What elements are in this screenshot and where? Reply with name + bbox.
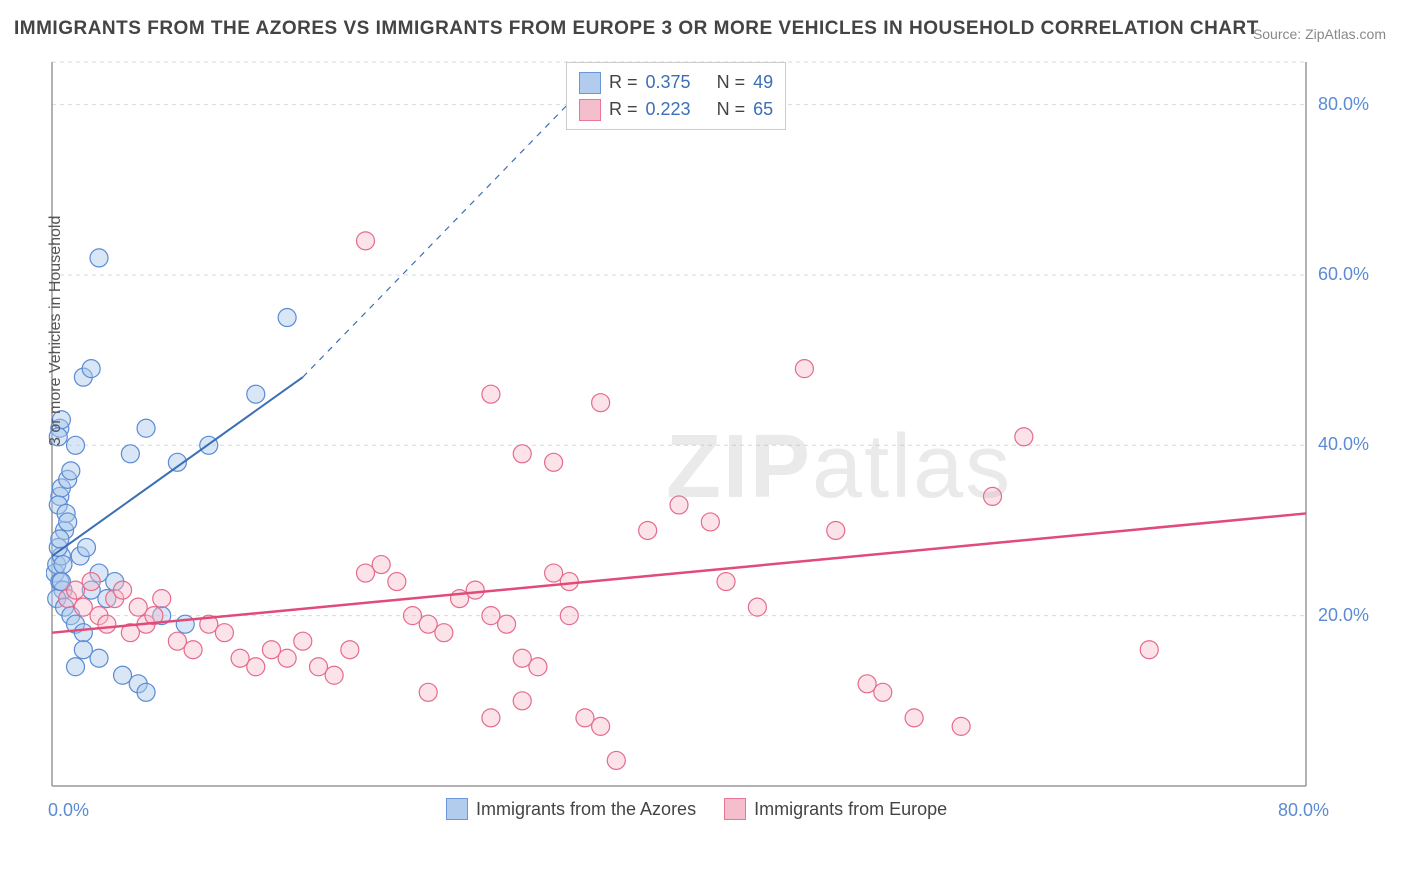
legend-swatch — [446, 798, 468, 820]
y-tick-label: 60.0% — [1318, 264, 1369, 285]
scatter-chart — [46, 56, 1406, 856]
y-tick-label: 80.0% — [1318, 94, 1369, 115]
stats-row: R = 0.223 N = 65 — [579, 96, 773, 123]
legend-item: Immigrants from the Azores — [446, 798, 696, 820]
x-tick-label: 0.0% — [48, 800, 89, 821]
series-legend: Immigrants from the Azores Immigrants fro… — [446, 798, 947, 820]
x-tick-label: 80.0% — [1278, 800, 1329, 821]
y-axis-label: 3 or more Vehicles in Household — [47, 216, 65, 446]
legend-item: Immigrants from Europe — [724, 798, 947, 820]
source-label: Source: ZipAtlas.com — [1253, 26, 1386, 42]
stats-legend: R = 0.375 N = 49 R = 0.223 N = 65 — [566, 62, 786, 130]
chart-title: IMMIGRANTS FROM THE AZORES VS IMMIGRANTS… — [14, 18, 1259, 40]
legend-swatch — [724, 798, 746, 820]
legend-swatch — [579, 99, 601, 121]
y-tick-label: 20.0% — [1318, 605, 1369, 626]
stats-row: R = 0.375 N = 49 — [579, 69, 773, 96]
legend-swatch — [579, 72, 601, 94]
y-tick-label: 40.0% — [1318, 434, 1369, 455]
plot-area: 3 or more Vehicles in Household ZIPatlas… — [46, 56, 1386, 836]
